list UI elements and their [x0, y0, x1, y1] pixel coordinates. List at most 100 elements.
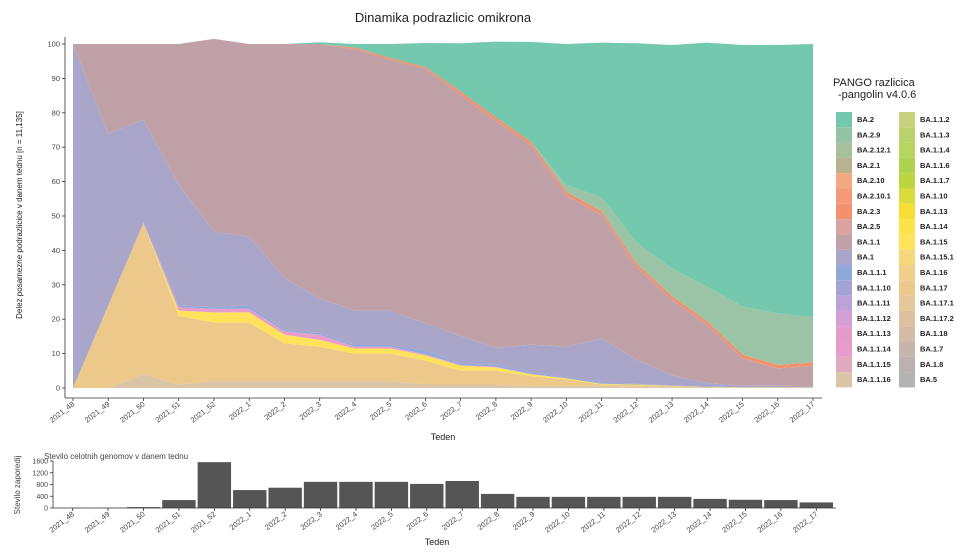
bar-2022_14 — [693, 499, 726, 508]
legend-swatch-ba-1-1-16 — [836, 372, 852, 387]
x-tick-label: 2022_10 — [541, 399, 570, 424]
legend-swatch-ba-1-7 — [899, 342, 915, 357]
bar-2022_11 — [587, 497, 620, 508]
area-series-group — [73, 39, 813, 388]
x-tick-label: 2022_4 — [333, 399, 358, 422]
bar-x-tick-label: 2021_48 — [47, 509, 76, 534]
legend-label-ba-2: BA.2 — [857, 115, 874, 124]
x-tick-label: 2022_16 — [752, 399, 781, 424]
bar-2022_15 — [729, 500, 762, 508]
legend-swatch-ba-1-10 — [899, 189, 915, 204]
bar-2021_51 — [162, 500, 195, 508]
x-tick-label: 2021_50 — [118, 399, 147, 424]
bar-x-tick-label: 2022_14 — [685, 509, 714, 534]
legend-swatch-ba-2-5 — [836, 219, 852, 234]
legend-label-ba-1-17-2: BA.1.17.2 — [920, 314, 954, 323]
y-tick-label: 80 — [52, 108, 60, 117]
bar-x-tick-label: 2021_49 — [83, 509, 112, 534]
bar-x-tick-label: 2022_16 — [756, 509, 785, 534]
x-tick-label: 2021_49 — [83, 399, 112, 424]
bar-2022_8 — [481, 494, 514, 508]
bar-x-tick-label: 2022_5 — [369, 509, 394, 532]
legend-label-ba-1-14: BA.1.14 — [920, 222, 948, 231]
bar-x-tick-label: 2022_2 — [263, 509, 288, 532]
bar-2022_6 — [410, 484, 443, 508]
x-tick-label: 2022_6 — [403, 399, 428, 422]
bar-y-tick-label: 400 — [36, 494, 48, 501]
legend-swatch-ba-1-15-1 — [899, 250, 915, 265]
y-tick-label: 50 — [52, 212, 60, 221]
bar-2021_52 — [198, 462, 231, 508]
legend-label-ba-1-17: BA.1.17 — [920, 283, 948, 292]
legend-label-ba-1-1-16: BA.1.1.16 — [857, 375, 891, 384]
bar-x-tick-label: 2021_50 — [118, 509, 147, 534]
x-tick-label: 2022_9 — [509, 399, 534, 422]
x-tick-label: 2022_3 — [298, 399, 323, 422]
bar-y-axis-ticks: 040080012001600 — [32, 459, 53, 513]
bar-x-tick-label: 2022_15 — [720, 509, 749, 534]
y-tick-label: 0 — [56, 384, 60, 393]
legend-label-ba-5: BA.5 — [920, 375, 937, 384]
bar-2022_10 — [552, 497, 585, 508]
x-tick-label: 2022_11 — [577, 399, 605, 424]
legend-items: BA.2 BA.2.9 BA.2.12.1 BA.2.1 BA.2.10 BA.2.10.… — [836, 112, 954, 387]
legend-swatch-ba-1-18 — [899, 326, 915, 341]
legend-swatch-ba-1-1-7 — [899, 173, 915, 188]
bar-2022_3 — [304, 482, 337, 508]
x-axis-title: Teden — [431, 432, 456, 442]
legend-swatch-ba-1 — [836, 250, 852, 265]
legend-swatch-ba-2-12-1 — [836, 143, 852, 158]
omicron-subvariant-chart: Dinamika podrazlicic omikrona 0102030405… — [0, 0, 980, 553]
legend-title-line-1: PANGO razlicica — [833, 77, 916, 89]
legend-swatch-ba-1-1 — [836, 234, 852, 249]
legend-swatch-ba-2-10 — [836, 173, 852, 188]
x-tick-label: 2022_7 — [439, 399, 464, 422]
legend-swatch-ba-1-1-2 — [899, 112, 915, 127]
legend-label-ba-2-1: BA.2.1 — [857, 161, 880, 170]
bar-y-tick-label: 1600 — [32, 459, 48, 466]
legend-label-ba-2-12-1: BA.2.12.1 — [857, 146, 891, 155]
bar-2022_5 — [375, 482, 408, 508]
legend-label-ba-1-10: BA.1.10 — [920, 192, 948, 201]
legend-label-ba-1-16: BA.1.16 — [920, 268, 948, 277]
y-tick-label: 90 — [52, 74, 60, 83]
x-tick-label: 2022_17 — [788, 399, 817, 424]
legend-label-ba-1-8: BA.1.8 — [920, 360, 943, 369]
y-tick-label: 40 — [52, 246, 60, 255]
legend-label-ba-1-15-1: BA.1.15.1 — [920, 253, 954, 262]
legend-swatch-ba-1-1-13 — [836, 326, 852, 341]
legend-label-ba-1-1-2: BA.1.1.2 — [920, 115, 950, 124]
legend-swatch-ba-1-14 — [899, 219, 915, 234]
bar-2022_17 — [800, 502, 833, 508]
bar-2022_9 — [516, 497, 549, 508]
x-tick-label: 2022_13 — [647, 399, 676, 424]
legend-title-line-2: -pangolin v4.0.6 — [838, 89, 916, 101]
legend-swatch-ba-2-1 — [836, 158, 852, 173]
legend-label-ba-1-1-12: BA.1.1.12 — [857, 314, 891, 323]
legend-swatch-ba-5 — [899, 372, 915, 387]
y-tick-label: 20 — [52, 315, 60, 324]
legend-label-ba-1-17-1: BA.1.17.1 — [920, 299, 954, 308]
legend-label-ba-1-1-1: BA.1.1.1 — [857, 268, 887, 277]
legend-swatch-ba-1-15 — [899, 234, 915, 249]
legend-label-ba-1-1-10: BA.1.1.10 — [857, 283, 891, 292]
legend-swatch-ba-1-13 — [899, 204, 915, 219]
legend-label-ba-1-1-3: BA.1.1.3 — [920, 130, 950, 139]
bar-x-axis-ticks: 2021_48 2021_49 2021_50 2021_51 2021_52 2022_… — [47, 508, 819, 535]
bar-y-axis-title: Stevilo zaporedij — [13, 455, 22, 514]
x-tick-label: 2021_51 — [153, 399, 182, 424]
x-tick-label: 2022_12 — [611, 399, 640, 424]
legend-swatch-ba-1-1-11 — [836, 296, 852, 311]
legend-swatch-ba-1-17 — [899, 280, 915, 295]
legend-label-ba-2-5: BA.2.5 — [857, 222, 880, 231]
x-tick-label: 2022_5 — [368, 399, 393, 422]
legend-swatch-ba-1-17-2 — [899, 311, 915, 326]
x-tick-label: 2022_1 — [227, 399, 252, 422]
bar-x-tick-label: 2021_52 — [189, 509, 218, 534]
x-tick-label: 2022_2 — [262, 399, 287, 422]
bar-x-tick-label: 2022_10 — [543, 509, 572, 534]
legend-label-ba-2-3: BA.2.3 — [857, 207, 880, 216]
legend-label-ba-1-1: BA.1.1 — [857, 237, 880, 246]
bar-x-tick-label: 2022_11 — [579, 509, 607, 534]
legend-label-ba-2-10-1: BA.2.10.1 — [857, 192, 891, 201]
